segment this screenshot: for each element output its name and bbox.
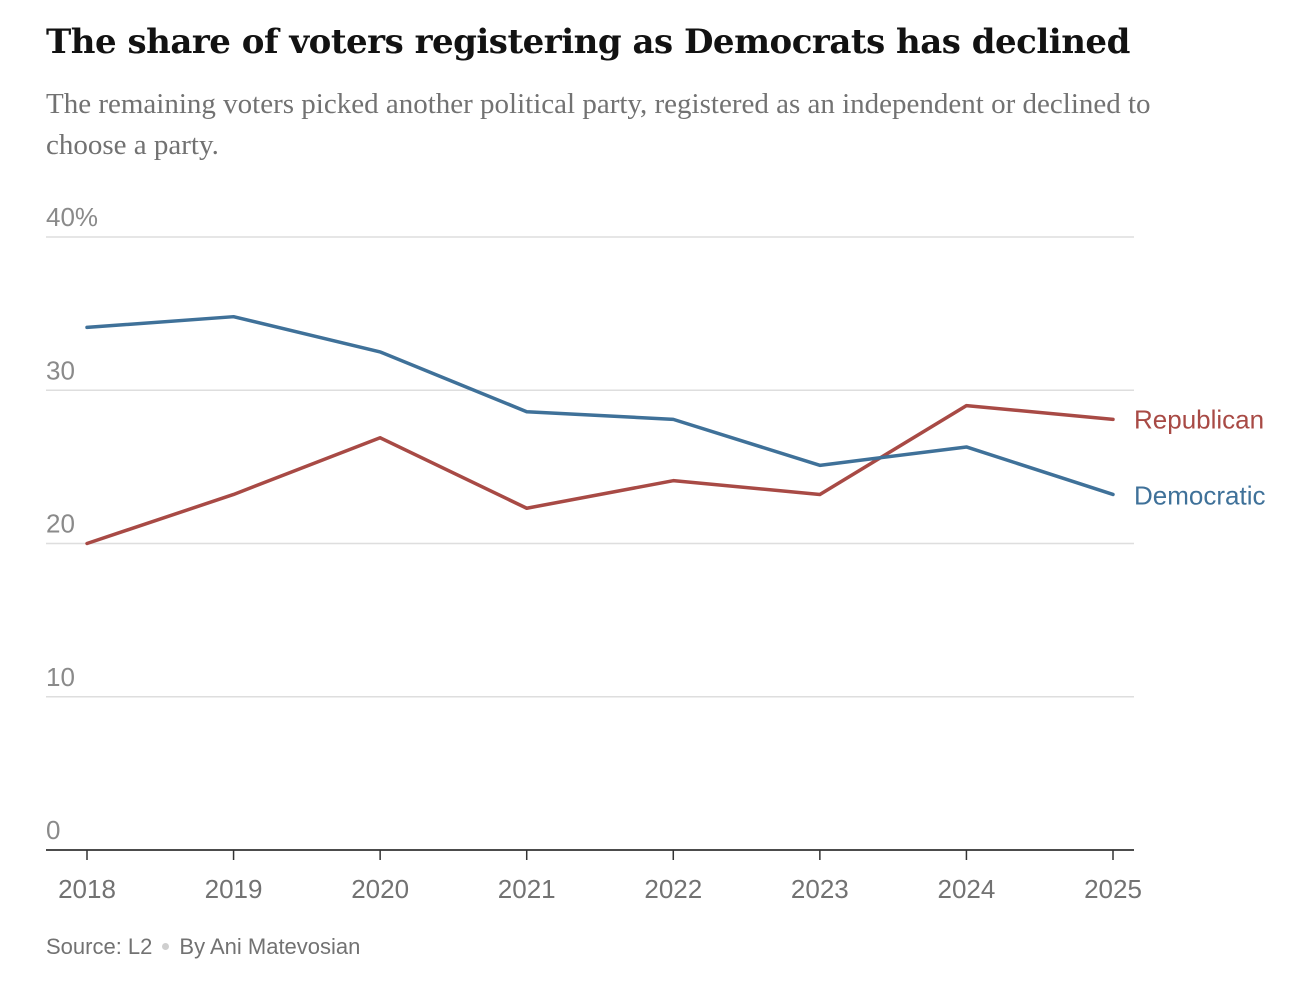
republican-series-label: Republican — [1134, 404, 1264, 434]
x-tick-label: 2019 — [205, 874, 263, 904]
democratic-series-label: Democratic — [1134, 480, 1265, 510]
y-tick-label: 10 — [46, 662, 75, 692]
byline: By Ani Matevosian — [179, 934, 361, 959]
x-tick-label: 2024 — [938, 874, 996, 904]
y-tick-label: 20 — [46, 509, 75, 539]
chart-subtitle: The remaining voters picked another poli… — [46, 88, 1151, 161]
chart-title: The share of voters registering as Democ… — [46, 22, 1130, 62]
democratic-line — [85, 314, 1115, 497]
separator-dot — [162, 943, 170, 951]
y-tick-label: 0 — [46, 815, 60, 845]
republican-line — [85, 403, 1115, 546]
x-tick-label: 2022 — [644, 874, 702, 904]
x-tick-label: 2021 — [498, 874, 556, 904]
y-tick-label: 30 — [46, 355, 75, 385]
y-tick-label: 40% — [46, 202, 98, 232]
x-tick-label: 2023 — [791, 874, 849, 904]
source-note: Source: L2 — [46, 934, 153, 959]
x-tick-label: 2018 — [58, 874, 116, 904]
chart-footer: Source: L2 By Ani Matevosian — [46, 934, 360, 960]
x-tick-label: 2025 — [1084, 874, 1142, 904]
x-tick-label: 2020 — [351, 874, 409, 904]
